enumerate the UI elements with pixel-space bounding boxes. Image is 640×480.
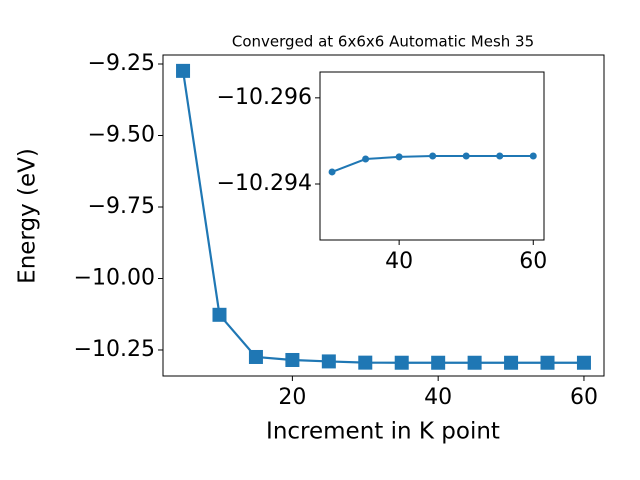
marker [429, 152, 437, 160]
marker [431, 355, 446, 370]
x-tick-label: 60 [570, 385, 598, 410]
marker [395, 153, 403, 161]
marker [467, 355, 482, 370]
marker [176, 63, 191, 78]
marker [540, 355, 555, 370]
y-tick-label: −9.75 [88, 194, 155, 219]
marker [496, 152, 504, 160]
marker [576, 355, 591, 370]
x-tick-label: 40 [424, 385, 452, 410]
chart-title: Converged at 6x6x6 Automatic Mesh 35 [232, 33, 534, 51]
y-tick-label: −9.25 [88, 51, 155, 76]
y-tick-label: −10.296 [217, 85, 312, 110]
y-axis-label: Energy (eV) [15, 148, 41, 284]
marker [358, 355, 373, 370]
marker [212, 307, 227, 322]
marker [362, 155, 370, 163]
y-tick-label: −10.25 [74, 337, 155, 362]
x-tick-label: 60 [519, 249, 547, 274]
marker [248, 349, 263, 364]
x-axis-label: Increment in K point [266, 419, 500, 445]
marker [529, 152, 537, 160]
marker [285, 352, 300, 367]
x-tick-label: 20 [278, 385, 306, 410]
marker [321, 354, 336, 369]
marker [462, 152, 470, 160]
y-tick-label: −9.50 [88, 123, 155, 148]
marker [328, 168, 336, 176]
y-tick-label: −10.00 [74, 265, 155, 290]
marker [504, 355, 519, 370]
x-tick-label: 40 [385, 249, 413, 274]
y-tick-label: −10.294 [217, 171, 312, 196]
marker [394, 355, 409, 370]
